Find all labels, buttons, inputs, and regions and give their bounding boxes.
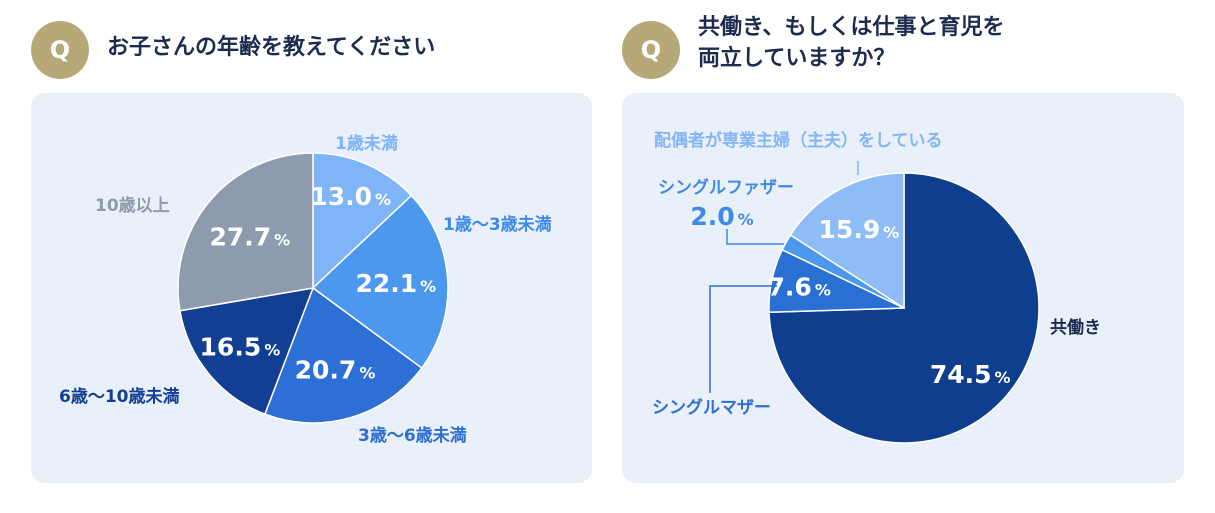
pie-work-slice-1-label: 共働き xyxy=(1050,317,1101,338)
pie-work-slice-3-percent: 2.0% xyxy=(690,202,753,231)
pie-work-slice-2-percent: 7.6% xyxy=(768,272,831,301)
pie-age-slice-3 xyxy=(263,286,423,424)
question-title-right-line2: 両立していますか？ xyxy=(698,46,896,71)
pie-age-slice-1-label: 1歳未満 xyxy=(335,133,398,154)
pie-age-slice-3-percent: 20.7% xyxy=(295,356,376,385)
pie-age-slice-4-label: 6歳〜10歳未満 xyxy=(59,386,180,407)
chart-panel-left: 13.0% 22.1% 20.7% 16.5% 27.7% 1歳未満 1歳〜3歳未満 3歳〜6… xyxy=(31,93,592,483)
pie-age-slice-5-percent: 27.7% xyxy=(209,222,290,251)
pie-work-slice-3-leader xyxy=(726,229,784,245)
pie-age-slice-5 xyxy=(177,152,314,312)
pie-chart-child-age: 13.0 % 22.1 % 20.7 % 16.5 % 27.7 % 1歳未満 1歳〜3歳未満 3歳〜6… xyxy=(59,133,552,446)
pie-work-slice-2-label: シングルマザー xyxy=(652,397,771,418)
pie-age-slice-2 xyxy=(311,194,449,370)
pie-age-slice-4-percent: 16.5% xyxy=(200,332,281,361)
pie-age-slice-5-label: 10歳以上 xyxy=(95,195,170,216)
question-title-right-line1: 共働き、もしくは仕事と育児を xyxy=(698,15,1005,40)
pie-age-slice-1-percent: 13.0% xyxy=(310,182,391,211)
pie-age-slice-3-label: 3歳〜6歳未満 xyxy=(358,425,467,446)
pie-age-slice-2-percent: 22.1% xyxy=(355,269,436,298)
pie-age-slice-4 xyxy=(179,287,315,416)
pie-age-slice-2-label: 1歳〜3歳未満 xyxy=(443,214,552,235)
pie-work-slice-1-percent: 74.5% xyxy=(930,360,1011,389)
pie-work-slice-4 xyxy=(789,172,905,310)
pie-work-slice-4-label: 配偶者が専業主婦（主夫）をしている xyxy=(654,130,943,151)
question-badge-left: Q xyxy=(31,21,89,79)
question-title-right: 共働き、もしくは仕事と育児を 両立していますか？ xyxy=(698,12,1004,74)
pie-work-slice-3-label: シングルファザー xyxy=(658,177,794,198)
pie-work-slice-2-leader xyxy=(709,285,777,393)
question-title-left: お子さんの年齢を教えてください xyxy=(107,35,436,60)
pie-age-slice-1 xyxy=(312,152,413,290)
pie-work-slice-4-percent: 15.9% xyxy=(819,215,900,244)
question-badge-right: Q xyxy=(622,21,680,79)
chart-panel-right: 74.5% 7.6% 15.9% 共働きシングルマザー シングルファザー 配偶者が専業主婦… xyxy=(622,93,1184,483)
